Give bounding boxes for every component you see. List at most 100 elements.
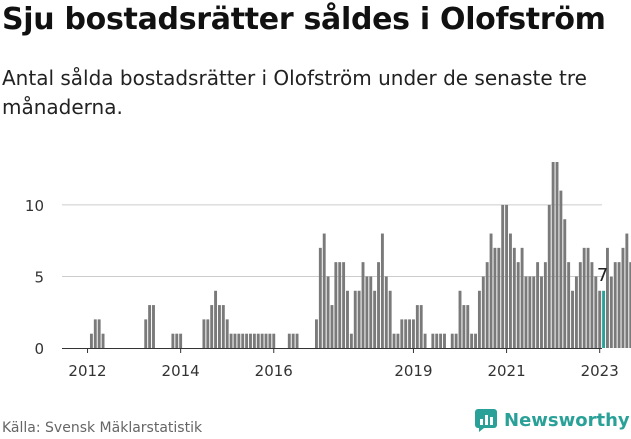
bar xyxy=(497,247,501,348)
y-tick-label: 10 xyxy=(25,197,44,215)
bar xyxy=(485,262,489,348)
bar xyxy=(330,305,334,348)
bar xyxy=(547,204,551,348)
bar xyxy=(617,262,621,348)
y-tick-label: 0 xyxy=(34,340,44,358)
bar xyxy=(474,333,477,348)
bar xyxy=(101,333,105,348)
bar xyxy=(361,262,365,348)
bar xyxy=(493,247,497,348)
bar xyxy=(175,333,179,348)
bar xyxy=(559,190,563,348)
bar xyxy=(625,233,629,348)
bar xyxy=(148,305,152,348)
bar xyxy=(322,233,326,348)
bar xyxy=(272,333,276,348)
bar xyxy=(152,305,155,348)
x-tick-label: 2016 xyxy=(255,362,293,380)
bar xyxy=(582,247,586,348)
bar xyxy=(509,233,512,348)
bar xyxy=(520,247,524,348)
bar xyxy=(609,276,613,348)
bar xyxy=(613,262,617,348)
bar xyxy=(326,276,330,348)
bar xyxy=(97,319,101,348)
bar xyxy=(392,333,396,348)
bar xyxy=(458,290,462,348)
bar xyxy=(408,319,412,348)
bar xyxy=(477,290,481,348)
bar xyxy=(346,290,349,348)
x-tick-label: 2012 xyxy=(68,362,106,380)
bar xyxy=(388,290,392,348)
bar xyxy=(249,333,252,348)
bar xyxy=(571,290,574,348)
bar xyxy=(233,333,237,348)
bar xyxy=(179,333,183,348)
chart-subtitle: Antal sålda bostadsrätter i Olofström un… xyxy=(2,66,587,119)
bar xyxy=(225,319,229,348)
newsworthy-logo[interactable]: Newsworthy xyxy=(474,408,630,432)
bar xyxy=(400,319,404,348)
bar xyxy=(295,333,299,348)
bar xyxy=(435,333,439,348)
bar xyxy=(555,162,559,348)
bar xyxy=(505,204,509,348)
bar xyxy=(245,333,249,348)
bar xyxy=(218,305,221,348)
bar xyxy=(412,319,415,348)
bar xyxy=(365,276,369,348)
bar xyxy=(481,276,485,348)
bar xyxy=(404,319,408,348)
bar xyxy=(369,276,373,348)
bar xyxy=(315,319,318,348)
bar xyxy=(543,262,547,348)
bar xyxy=(353,290,357,348)
bar xyxy=(536,262,540,348)
x-tick-label: 2019 xyxy=(394,362,432,380)
bar xyxy=(586,247,590,348)
bar xyxy=(252,333,256,348)
bar xyxy=(606,247,609,348)
bar xyxy=(489,233,493,348)
bar xyxy=(470,333,474,348)
bar xyxy=(450,333,454,348)
bar-highlight xyxy=(602,290,606,348)
bar xyxy=(206,319,210,348)
bar xyxy=(578,262,582,348)
bar xyxy=(144,319,148,348)
bar xyxy=(454,333,458,348)
bar xyxy=(221,305,225,348)
bar xyxy=(551,162,555,348)
bar xyxy=(621,247,625,348)
bar xyxy=(567,262,571,348)
bar xyxy=(380,233,384,348)
bar xyxy=(443,333,446,348)
bar xyxy=(540,276,543,348)
bar xyxy=(396,333,400,348)
bar xyxy=(334,262,338,348)
bar xyxy=(590,262,594,348)
annotation-label: 7 xyxy=(597,265,608,286)
bar xyxy=(268,333,272,348)
bar xyxy=(237,333,241,348)
brand-name: Newsworthy xyxy=(504,409,630,431)
bar xyxy=(423,333,427,348)
bar xyxy=(524,276,528,348)
bar xyxy=(260,333,264,348)
bar xyxy=(349,333,353,348)
bar xyxy=(419,305,423,348)
bar xyxy=(93,319,97,348)
bar xyxy=(256,333,260,348)
bar xyxy=(264,333,268,348)
source-note: Källa: Svensk Mäklarstatistik xyxy=(2,420,203,436)
bar xyxy=(287,333,291,348)
chart-title: Sju bostadsrätter såldes i Olofström xyxy=(2,2,606,37)
y-tick-label: 5 xyxy=(34,268,44,286)
bar xyxy=(532,276,536,348)
bar xyxy=(171,333,175,348)
bar xyxy=(229,333,233,348)
bar xyxy=(512,247,516,348)
bar xyxy=(342,262,346,348)
bar xyxy=(357,290,361,348)
